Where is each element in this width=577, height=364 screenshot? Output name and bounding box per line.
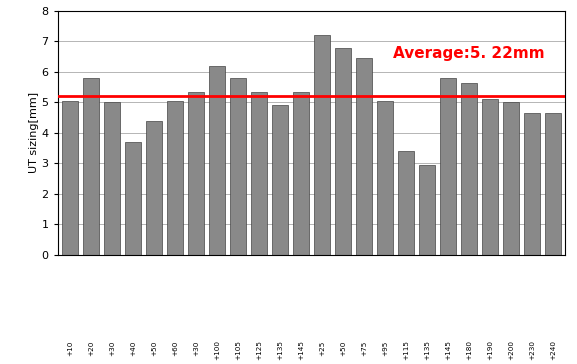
Text: +50: +50 [340,340,346,356]
Text: +145: +145 [298,340,304,360]
Text: +105: +105 [235,340,241,360]
Bar [84,78,99,255]
Bar [314,35,330,255]
Text: +180: +180 [466,340,472,360]
Text: Average:5. 22mm: Average:5. 22mm [393,46,545,61]
Bar [251,92,267,255]
Text: +95: +95 [382,340,388,356]
Bar [209,66,225,255]
Text: +30: +30 [109,340,115,356]
Text: +10: +10 [68,340,73,356]
Bar [167,101,183,255]
Bar [461,83,477,255]
Text: +100: +100 [214,340,220,360]
Text: +145: +145 [445,340,451,360]
Text: +40: +40 [130,340,136,356]
Text: +240: +240 [550,340,556,360]
Text: +75: +75 [361,340,367,356]
Bar [377,101,393,255]
Bar [147,120,162,255]
Bar [272,106,288,255]
Text: +25: +25 [319,340,325,356]
Text: +20: +20 [88,340,94,356]
Bar [356,58,372,255]
Text: +115: +115 [403,340,409,360]
Y-axis label: UT sizing[mm]: UT sizing[mm] [29,92,39,173]
Bar [482,99,498,255]
Bar [293,92,309,255]
Bar [440,78,456,255]
Text: +135: +135 [424,340,430,360]
Text: +50: +50 [151,340,157,356]
Bar [524,113,539,255]
Bar [62,101,78,255]
Bar [398,151,414,255]
Bar [104,102,120,255]
Text: +190: +190 [487,340,493,360]
Bar [335,47,351,255]
Bar [230,78,246,255]
Bar [188,92,204,255]
Bar [419,165,435,255]
Bar [503,102,519,255]
Text: +30: +30 [193,340,199,356]
Text: +60: +60 [172,340,178,356]
Text: +125: +125 [256,340,262,360]
Text: +200: +200 [508,340,514,360]
Text: +135: +135 [277,340,283,360]
Text: +230: +230 [529,340,535,360]
Bar [545,113,561,255]
Bar [125,142,141,255]
